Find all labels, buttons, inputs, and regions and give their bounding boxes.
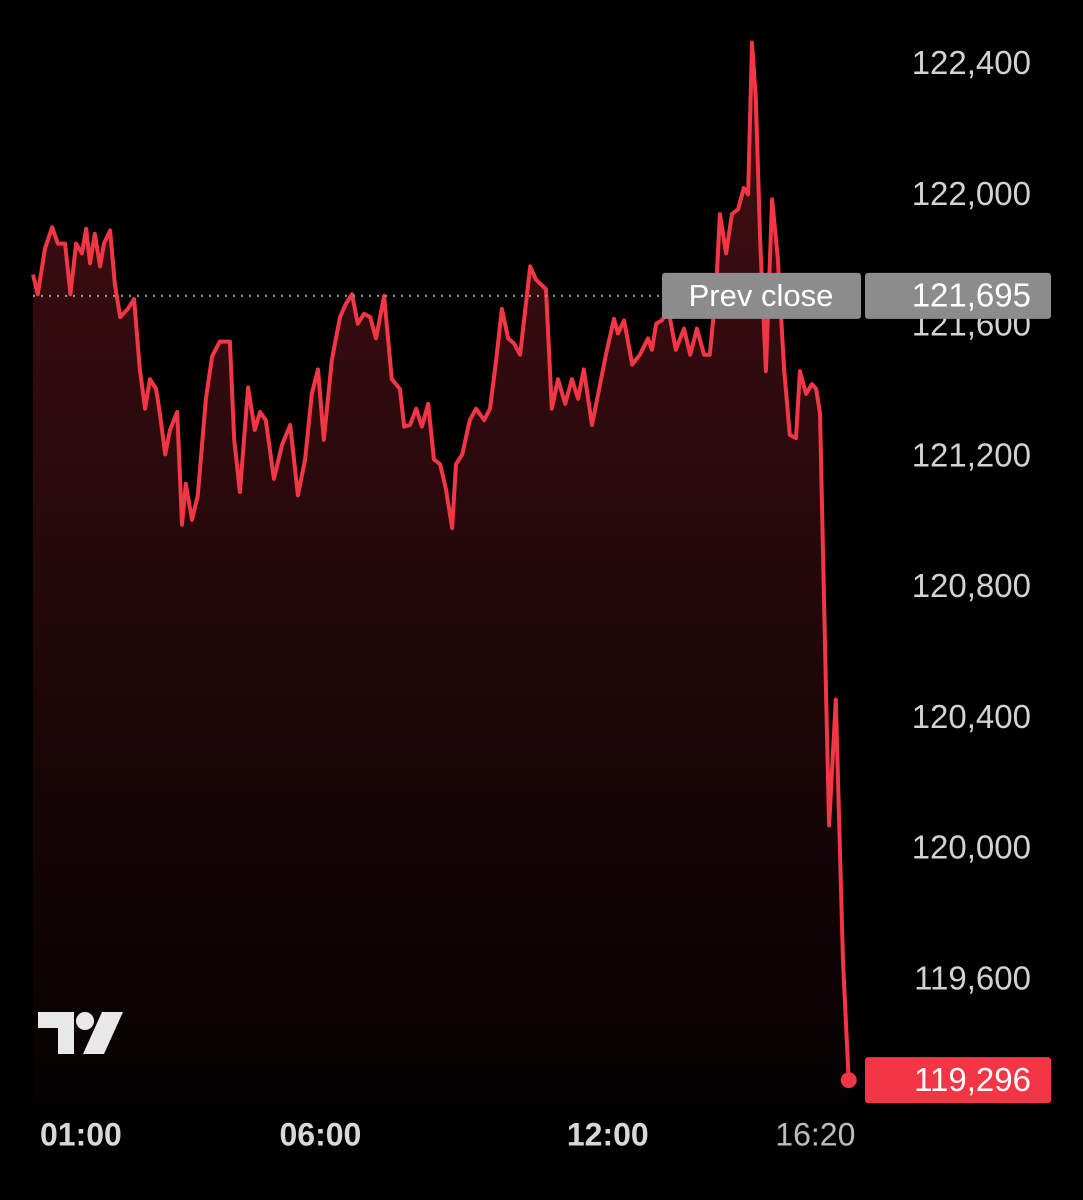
x-tick-label: 01:00 (40, 1116, 122, 1152)
logo (38, 1012, 123, 1054)
logo-t (38, 1012, 74, 1054)
prev-close-value: 121,695 (912, 277, 1031, 314)
prev-close-title: Prev close (689, 278, 834, 313)
x-tick-label: 16:20 (775, 1116, 855, 1152)
last-point (840, 1072, 857, 1089)
price-line (31, 40, 851, 1081)
area-fill (33, 42, 849, 1105)
y-tick-label: 119,600 (914, 959, 1031, 996)
y-tick-label: 120,400 (912, 698, 1031, 735)
last-price-box (865, 1057, 1051, 1104)
logo-dot (76, 1012, 94, 1030)
y-tick-label: 122,400 (912, 44, 1031, 81)
y-tick-label: 121,200 (912, 436, 1031, 473)
x-tick-label: 12:00 (567, 1116, 649, 1152)
last-price-value: 119,296 (914, 1061, 1031, 1098)
logo-slash (83, 1012, 123, 1054)
y-tick-label: 120,000 (912, 829, 1031, 866)
prev-close-value-box (865, 272, 1051, 319)
prev-close-title-box (662, 272, 861, 319)
plot-area (31, 40, 857, 1105)
y-tick-label: 120,800 (912, 567, 1031, 604)
y-tick-label: 122,000 (912, 175, 1031, 212)
x-tick-label: 06:00 (279, 1116, 361, 1152)
